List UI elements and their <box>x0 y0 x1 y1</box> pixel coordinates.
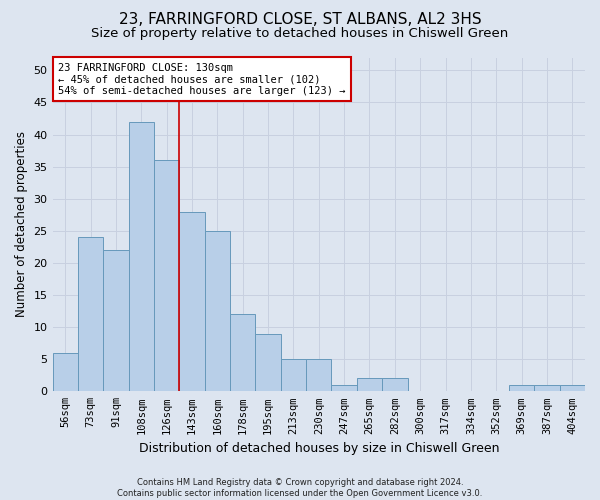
Bar <box>230 314 256 392</box>
Bar <box>205 231 230 392</box>
Bar <box>103 250 128 392</box>
Bar <box>256 334 281 392</box>
Bar <box>534 385 560 392</box>
Bar <box>78 237 103 392</box>
Bar <box>306 359 331 392</box>
Text: 23, FARRINGFORD CLOSE, ST ALBANS, AL2 3HS: 23, FARRINGFORD CLOSE, ST ALBANS, AL2 3H… <box>119 12 481 28</box>
Bar <box>179 212 205 392</box>
Bar <box>53 353 78 392</box>
Text: Contains HM Land Registry data © Crown copyright and database right 2024.
Contai: Contains HM Land Registry data © Crown c… <box>118 478 482 498</box>
Bar <box>331 385 357 392</box>
Bar <box>382 378 407 392</box>
Bar <box>281 359 306 392</box>
Text: 23 FARRINGFORD CLOSE: 130sqm
← 45% of detached houses are smaller (102)
54% of s: 23 FARRINGFORD CLOSE: 130sqm ← 45% of de… <box>58 62 346 96</box>
Bar <box>560 385 585 392</box>
Bar <box>154 160 179 392</box>
Y-axis label: Number of detached properties: Number of detached properties <box>15 132 28 318</box>
Bar <box>509 385 534 392</box>
Text: Size of property relative to detached houses in Chiswell Green: Size of property relative to detached ho… <box>91 28 509 40</box>
X-axis label: Distribution of detached houses by size in Chiswell Green: Distribution of detached houses by size … <box>139 442 499 455</box>
Bar <box>128 122 154 392</box>
Bar <box>357 378 382 392</box>
